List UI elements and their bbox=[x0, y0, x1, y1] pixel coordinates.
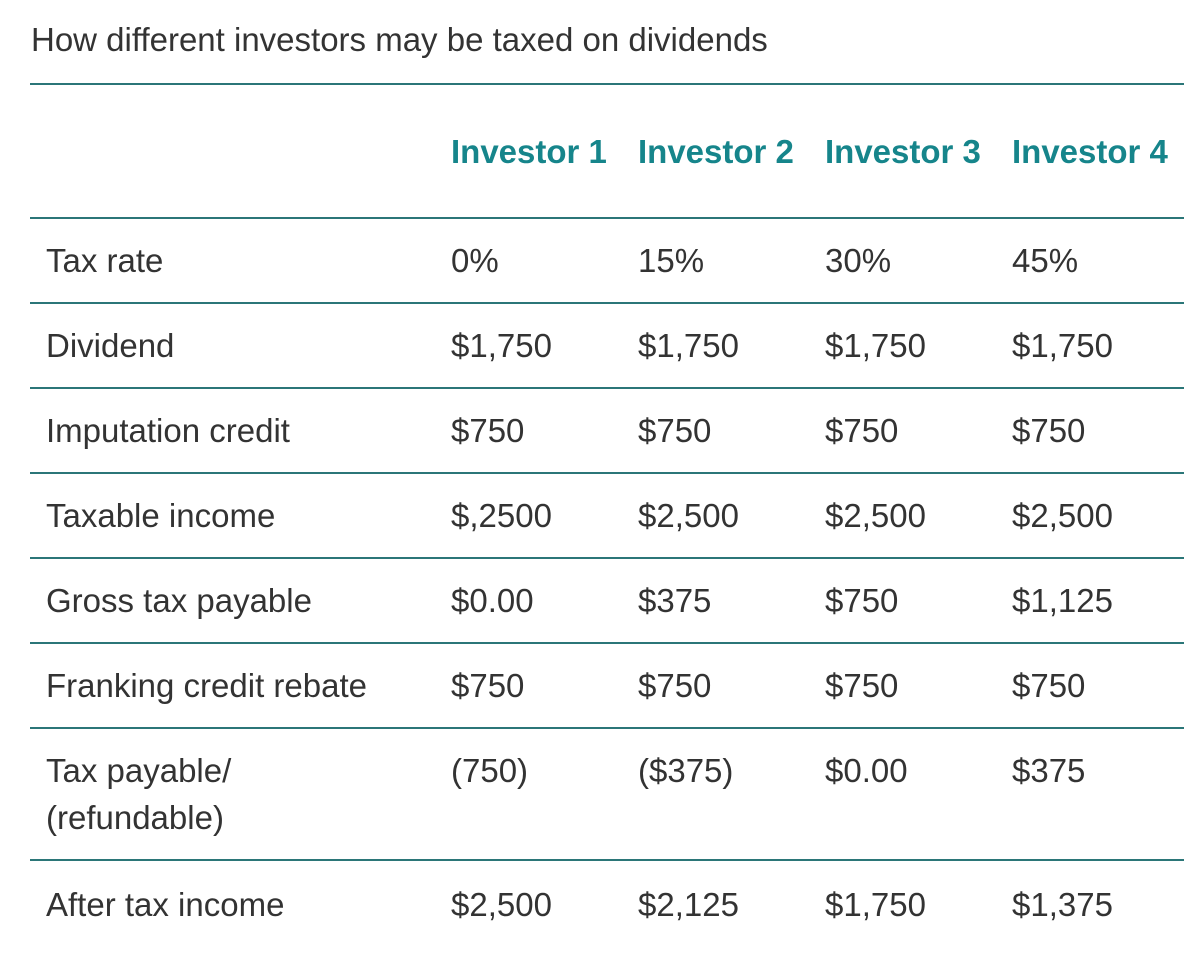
row-label: Tax rate bbox=[46, 242, 164, 279]
header-investor-2: Investor 2 bbox=[638, 132, 794, 170]
cell-investor-4: $375 bbox=[1012, 752, 1086, 789]
row-label: Franking credit rebate bbox=[46, 667, 367, 704]
row-label: Taxable income bbox=[46, 497, 276, 534]
header-investor-3: Investor 3 bbox=[825, 132, 981, 170]
header-cell-empty bbox=[30, 84, 436, 218]
table-row-taxable-income: Taxable income $,2500 $2,500 $2,500 $2,5… bbox=[30, 473, 1184, 558]
dividend-tax-table: Investor 1 Investor 2 Investor 3 Investo… bbox=[30, 83, 1184, 946]
cell-investor-3: $750 bbox=[825, 667, 899, 704]
header-row: Investor 1 Investor 2 Investor 3 Investo… bbox=[30, 84, 1184, 218]
cell-investor-4: $2,500 bbox=[1012, 497, 1113, 534]
cell-investor-2: $750 bbox=[638, 667, 712, 704]
row-label: Imputation credit bbox=[46, 412, 290, 449]
table-caption: How different investors may be taxed on … bbox=[31, 21, 768, 58]
cell-investor-3: $750 bbox=[825, 582, 899, 619]
cell-investor-4: $1,125 bbox=[1012, 582, 1113, 619]
cell-investor-2: $750 bbox=[638, 412, 712, 449]
cell-investor-1: $,2500 bbox=[451, 497, 552, 534]
table-row-imputation-credit: Imputation credit $750 $750 $750 $750 bbox=[30, 388, 1184, 473]
cell-investor-4: $750 bbox=[1012, 667, 1086, 704]
row-label: Dividend bbox=[46, 327, 175, 364]
cell-investor-1: $750 bbox=[451, 667, 525, 704]
header-investor-1: Investor 1 bbox=[451, 132, 607, 170]
cell-investor-3: $1,750 bbox=[825, 327, 926, 364]
cell-investor-2: $1,750 bbox=[638, 327, 739, 364]
cell-investor-1: $0.00 bbox=[451, 582, 534, 619]
table-row-after-tax-income: After tax income $2,500 $2,125 $1,750 $1… bbox=[30, 860, 1184, 946]
cell-investor-4: $1,750 bbox=[1012, 327, 1113, 364]
cell-investor-2: $375 bbox=[638, 582, 712, 619]
cell-investor-4: $1,375 bbox=[1012, 886, 1113, 923]
cell-investor-3: $750 bbox=[825, 412, 899, 449]
cell-investor-3: $0.00 bbox=[825, 752, 908, 789]
cell-investor-3: $1,750 bbox=[825, 886, 926, 923]
table-row-franking-credit-rebate: Franking credit rebate $750 $750 $750 $7… bbox=[30, 643, 1184, 728]
table-row-dividend: Dividend $1,750 $1,750 $1,750 $1,750 bbox=[30, 303, 1184, 388]
cell-investor-3: $2,500 bbox=[825, 497, 926, 534]
row-label: Tax payable/ (refundable) bbox=[46, 752, 232, 836]
cell-investor-3: 30% bbox=[825, 242, 892, 279]
table-row-gross-tax-payable: Gross tax payable $0.00 $375 $750 $1,125 bbox=[30, 558, 1184, 643]
header-investor-4: Investor 4 bbox=[1012, 132, 1168, 170]
cell-investor-1: $2,500 bbox=[451, 886, 552, 923]
cell-investor-2: $2,500 bbox=[638, 497, 739, 534]
cell-investor-4: $750 bbox=[1012, 412, 1086, 449]
cell-investor-1: $1,750 bbox=[451, 327, 552, 364]
row-label: After tax income bbox=[46, 886, 285, 923]
cell-investor-2: ($375) bbox=[638, 752, 734, 789]
cell-investor-2: $2,125 bbox=[638, 886, 739, 923]
cell-investor-1: 0% bbox=[451, 242, 499, 279]
row-label: Gross tax payable bbox=[46, 582, 312, 619]
cell-investor-1: (750) bbox=[451, 752, 529, 789]
table-row-tax-rate: Tax rate 0% 15% 30% 45% bbox=[30, 218, 1184, 303]
cell-investor-1: $750 bbox=[451, 412, 525, 449]
cell-investor-4: 45% bbox=[1012, 242, 1079, 279]
table-row-tax-payable-refundable: Tax payable/ (refundable) (750) ($375) $… bbox=[30, 728, 1184, 860]
cell-investor-2: 15% bbox=[638, 242, 705, 279]
